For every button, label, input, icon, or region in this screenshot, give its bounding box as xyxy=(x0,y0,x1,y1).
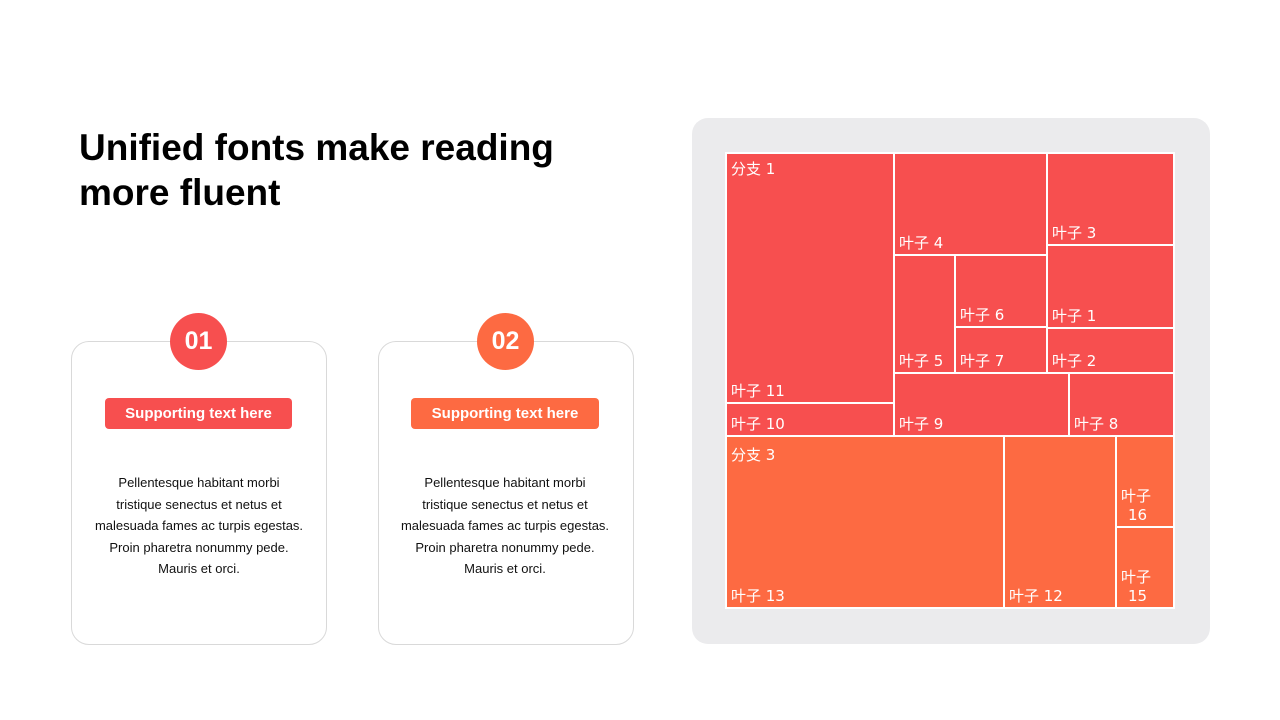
treemap-cell-label: 叶子 7 xyxy=(960,352,1004,370)
treemap-cell-label: 叶子 xyxy=(1121,568,1151,586)
treemap-cell-label: 叶子 5 xyxy=(899,352,943,370)
page-title: Unified fonts make reading more fluent xyxy=(79,127,554,213)
treemap-cell xyxy=(1003,435,1117,609)
supporting-label-2: Supporting text here xyxy=(411,398,599,429)
card-body-text-2: Pellentesque habitant morbi tristique se… xyxy=(400,475,610,577)
treemap-cell xyxy=(725,152,895,404)
supporting-label-1: Supporting text here xyxy=(105,398,292,429)
treemap-cell xyxy=(1046,152,1175,246)
treemap-cell-label: 叶子 2 xyxy=(1052,352,1096,370)
treemap-cell-label: 叶子 xyxy=(1121,487,1151,505)
info-card-1 xyxy=(71,341,327,645)
treemap-cell xyxy=(725,435,1005,609)
treemap-cell-label: 叶子 1 xyxy=(1052,307,1096,325)
treemap-cell xyxy=(1046,244,1175,329)
card-body-text-1: Pellentesque habitant morbi tristique se… xyxy=(94,475,304,577)
treemap-cell xyxy=(1046,327,1175,374)
treemap-cell-label: 叶子 13 xyxy=(731,587,785,605)
treemap-cell-label: 叶子 11 xyxy=(731,382,785,400)
treemap-cell-label: 叶子 12 xyxy=(1009,587,1063,605)
treemap-chart: 叶子 11 叶子 10 叶子 4 叶子 3 叶子 5 叶子 6 叶子 7 叶子 1 叶子 2 叶子… xyxy=(725,152,1175,609)
treemap-cell-label: 叶子 3 xyxy=(1052,224,1096,242)
treemap-cell xyxy=(1115,526,1175,609)
treemap-cell xyxy=(954,254,1048,328)
treemap-cell-label: 15 xyxy=(1128,587,1147,605)
treemap-cell-label: 16 xyxy=(1128,506,1147,524)
treemap-cell-label: 叶子 10 xyxy=(731,415,785,433)
treemap-cell xyxy=(893,372,1070,437)
treemap-cell-label: 叶子 9 xyxy=(899,415,943,433)
number-badge-2: 02 xyxy=(477,313,534,370)
treemap-cell-label: 叶子 4 xyxy=(899,234,943,252)
number-badge-1: 01 xyxy=(170,313,227,370)
treemap-branch-label: 分支 3 xyxy=(731,446,775,464)
info-card-2 xyxy=(378,341,634,645)
treemap-branch-label: 分支 1 xyxy=(731,160,775,178)
treemap-cell-label: 叶子 8 xyxy=(1074,415,1118,433)
chart-panel: 叶子 11 叶子 10 叶子 4 叶子 3 叶子 5 叶子 6 叶子 7 叶子 1 叶子 2 叶子… xyxy=(692,118,1210,644)
treemap-cell-label: 叶子 6 xyxy=(960,306,1004,324)
